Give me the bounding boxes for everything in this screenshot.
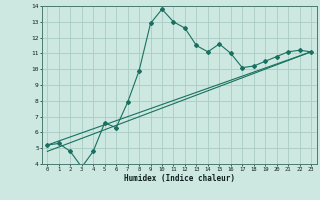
X-axis label: Humidex (Indice chaleur): Humidex (Indice chaleur) bbox=[124, 174, 235, 183]
